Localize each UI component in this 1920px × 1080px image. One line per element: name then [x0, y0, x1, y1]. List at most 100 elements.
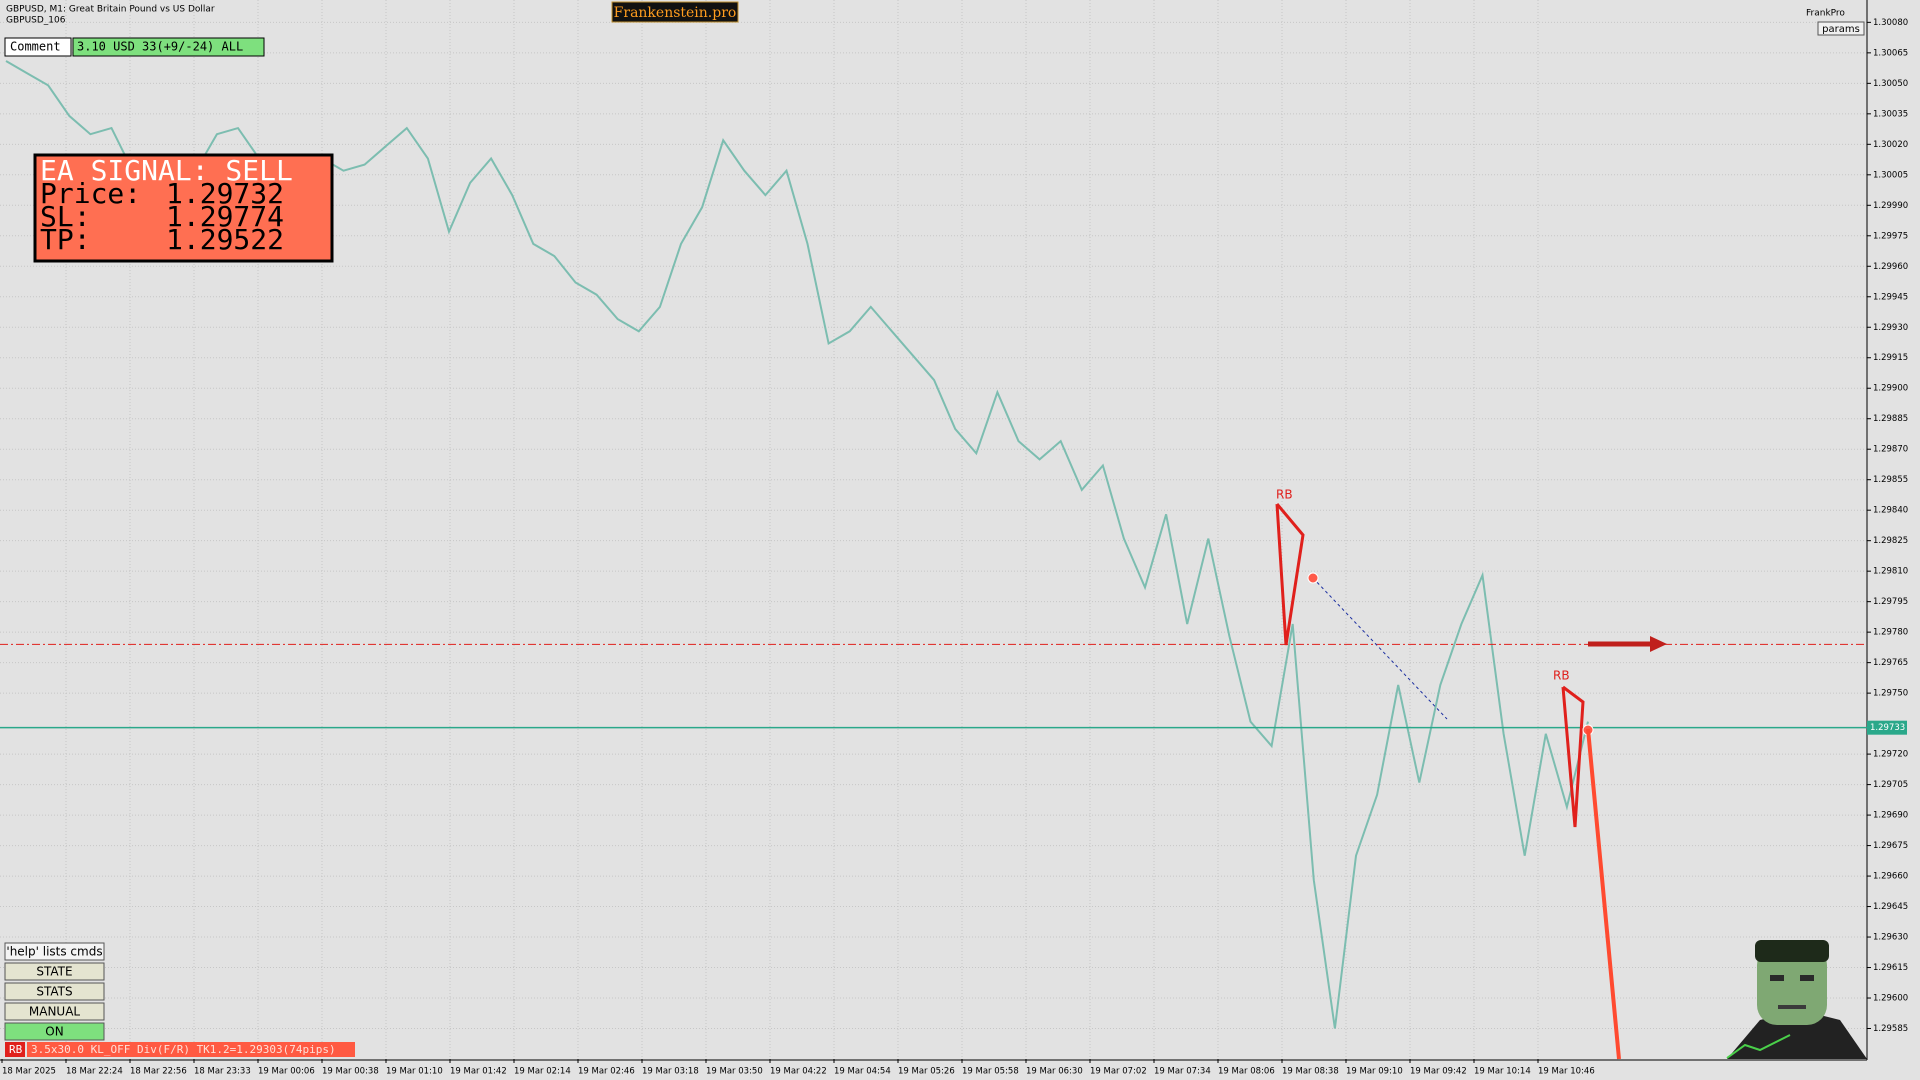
x-tick-label: 19 Mar 00:06 [258, 1067, 315, 1077]
y-tick-label: 1.29915 [1873, 353, 1908, 363]
symbol-title: GBPUSD, M1: Great Britain Pound vs US Do… [6, 5, 215, 15]
y-tick-label: 1.29795 [1873, 597, 1908, 607]
x-tick-label: 19 Mar 00:38 [322, 1067, 379, 1077]
params-button[interactable] [1817, 21, 1865, 36]
y-tick-label: 1.29975 [1873, 231, 1908, 241]
y-tick-label: 1.29585 [1873, 1024, 1908, 1034]
bid-label: 1.29733 [1870, 723, 1905, 733]
signal-tp: 1.29522 [166, 223, 284, 256]
y-tick-label: 1.29825 [1873, 536, 1908, 546]
projection-line [1312, 577, 1448, 720]
x-tick-label: 18 Mar 2025 [2, 1067, 56, 1077]
comment-label: Comment [10, 40, 61, 54]
x-tick-label: 19 Mar 10:14 [1474, 1067, 1531, 1077]
rb-pattern [1561, 685, 1585, 828]
y-tick-label: 1.29660 [1873, 872, 1908, 882]
stats-box [72, 37, 265, 57]
signal-sl: 1.29774 [166, 200, 284, 233]
button[interactable] [4, 942, 105, 961]
buttons: 'help' lists cmds STATE STATS MANUAL ON [4, 942, 105, 1041]
y-tick-label: 1.30005 [1873, 170, 1908, 180]
button[interactable] [4, 1002, 105, 1021]
signal-title: EA SIGNAL: SELL [40, 154, 293, 187]
x-tick-label: 18 Mar 22:56 [130, 1067, 187, 1077]
y-tick-label: 1.29945 [1873, 292, 1908, 302]
button-label[interactable]: ON [45, 1025, 63, 1039]
grid [0, 0, 1867, 1059]
status-tag-box [5, 1042, 25, 1057]
button[interactable] [4, 982, 105, 1001]
x-tick-label: 19 Mar 09:42 [1410, 1067, 1467, 1077]
x-tick-label: 19 Mar 02:46 [578, 1067, 635, 1077]
button-label[interactable]: MANUAL [29, 1005, 81, 1019]
pattern-label: RB [1553, 669, 1570, 683]
y-tick-label: 1.29855 [1873, 475, 1908, 485]
stats-text: 3.10 USD 33(+9/-24) ALL [77, 40, 243, 54]
y-tick-label: 1.30080 [1873, 18, 1908, 28]
status-text: 3.5x30.0 KL_OFF Div(F/R) TK1.2=1.29303(7… [31, 1043, 336, 1056]
button-label[interactable]: 'help' lists cmds [6, 945, 102, 959]
signal-tp-label: TP: [40, 223, 91, 256]
x-tick-label: 19 Mar 07:02 [1090, 1067, 1147, 1077]
x-tick-label: 19 Mar 01:10 [386, 1067, 443, 1077]
signal-arrowhead [1650, 636, 1667, 652]
brand-box [611, 1, 739, 23]
signal-price: 1.29732 [166, 177, 284, 210]
button[interactable] [4, 962, 105, 981]
button-label[interactable]: STATS [36, 985, 72, 999]
y-tick-label: 1.30050 [1873, 79, 1908, 89]
y-tick-label: 1.29990 [1873, 201, 1908, 211]
x-tick-label: 19 Mar 01:42 [450, 1067, 507, 1077]
x-tick-label: 19 Mar 09:10 [1346, 1067, 1403, 1077]
brand: Frankenstein.pro [614, 5, 737, 21]
y-tick-label: 1.29870 [1873, 445, 1908, 455]
y-tick-label: 1.29690 [1873, 811, 1908, 821]
y-tick-label: 1.29750 [1873, 689, 1908, 699]
x-tick-label: 19 Mar 04:54 [834, 1067, 891, 1077]
y-tick-label: 1.29960 [1873, 262, 1908, 272]
signal-box [33, 153, 334, 263]
x-tick-label: 19 Mar 03:50 [706, 1067, 763, 1077]
y-tick-label: 1.30035 [1873, 109, 1908, 119]
y-tick-label: 1.29930 [1873, 323, 1908, 333]
y-tick-label: 1.29705 [1873, 780, 1908, 790]
y-tick-label: 1.29885 [1873, 414, 1908, 424]
brand-right: FrankPro [1806, 9, 1845, 19]
signal-sl-label: SL: [40, 200, 91, 233]
x-tick-label: 19 Mar 08:38 [1282, 1067, 1339, 1077]
status-tag: RB [9, 1043, 23, 1056]
y-tick-label: 1.29810 [1873, 567, 1908, 577]
x-tick-label: 19 Mar 08:06 [1218, 1067, 1275, 1077]
x-tick-label: 19 Mar 05:26 [898, 1067, 955, 1077]
x-tick-label: 18 Mar 23:33 [194, 1067, 251, 1077]
x-tick-label: 19 Mar 04:22 [770, 1067, 827, 1077]
y-tick-label: 1.29840 [1873, 506, 1908, 516]
params-label[interactable]: params [1822, 24, 1860, 35]
button[interactable] [4, 1022, 105, 1041]
y-tick-label: 1.29765 [1873, 658, 1908, 668]
status-box [27, 1042, 355, 1057]
bid-label-box [1867, 720, 1907, 735]
y-tick-label: 1.29675 [1873, 841, 1908, 851]
x-tick-label: 19 Mar 10:46 [1538, 1067, 1595, 1077]
y-tick-label: 1.29900 [1873, 384, 1908, 394]
account-label: GBPUSD_106 [6, 16, 66, 26]
y-tick-label: 1.29630 [1873, 933, 1908, 943]
mascot [1726, 940, 1867, 1059]
y-tick-label: 1.30065 [1873, 48, 1908, 58]
y-tick-label: 1.29615 [1873, 963, 1908, 973]
x-tick-label: 19 Mar 07:34 [1154, 1067, 1211, 1077]
y-tick-label: 1.29720 [1873, 750, 1908, 760]
x-tick-label: 18 Mar 22:24 [66, 1067, 123, 1077]
y-tick-label: 1.30020 [1873, 140, 1908, 150]
signal-price-label: Price: [40, 177, 141, 210]
y-tick-label: 1.29600 [1873, 994, 1908, 1004]
rb-pattern [1275, 503, 1305, 646]
x-tick-label: 19 Mar 03:18 [642, 1067, 699, 1077]
x-tick-label: 19 Mar 05:58 [962, 1067, 1019, 1077]
comment-box [4, 37, 72, 57]
tp-projection [1586, 728, 1621, 1060]
button-label[interactable]: STATE [36, 965, 72, 979]
y-tick-label: 1.29780 [1873, 628, 1908, 638]
